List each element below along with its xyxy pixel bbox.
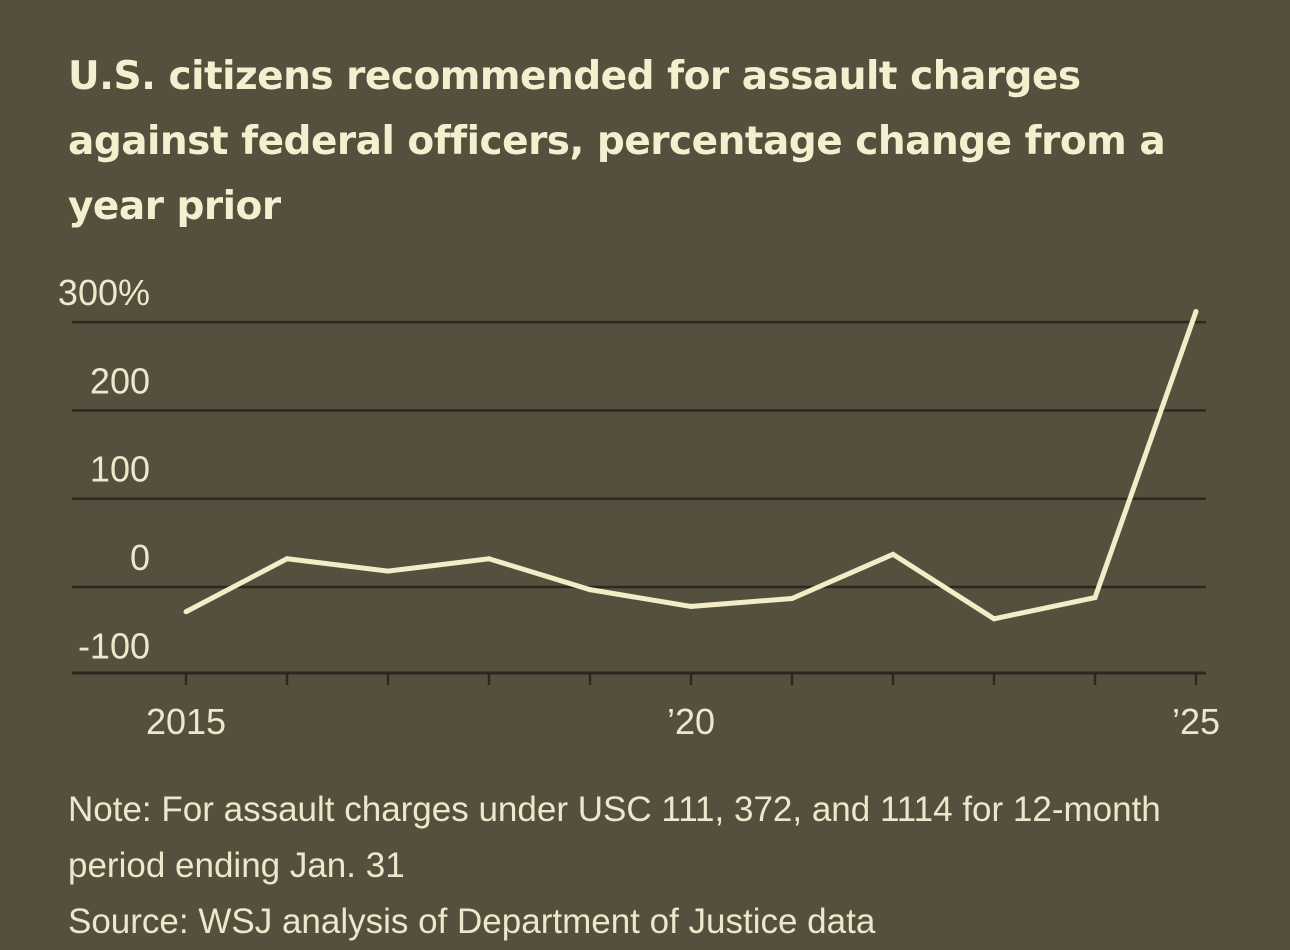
x-tick-label: ’20 <box>667 701 715 742</box>
data-point <box>991 616 997 622</box>
data-point <box>1193 309 1199 315</box>
y-tick-label: 100 <box>90 449 150 490</box>
data-point <box>385 568 391 574</box>
data-point <box>587 587 593 593</box>
x-tick-label: 2015 <box>146 701 226 742</box>
y-tick-label: 300% <box>58 272 150 313</box>
chart-footer: Note: For assault charges under USC 111,… <box>68 782 1248 950</box>
data-point <box>1092 595 1098 601</box>
y-tick-label: -100 <box>78 625 150 666</box>
data-point <box>183 609 189 615</box>
chart-source: Source: WSJ analysis of Department of Ju… <box>68 902 876 941</box>
chart-note: Note: For assault charges under USC 111,… <box>68 790 1161 885</box>
data-point <box>284 556 290 562</box>
x-axis: 2015 ’20 ’25 <box>72 671 1220 742</box>
data-point <box>789 595 795 601</box>
gridlines <box>72 320 1206 589</box>
y-tick-label: 0 <box>130 537 150 578</box>
data-point <box>688 603 694 609</box>
y-tick-label: 200 <box>90 360 150 401</box>
x-tick-label: ’25 <box>1172 701 1220 742</box>
data-series <box>183 309 1199 622</box>
y-axis-tick-labels: 300% 200 100 0 -100 <box>58 272 150 666</box>
data-point <box>890 551 896 557</box>
series-line <box>184 310 1199 622</box>
data-point <box>486 556 492 562</box>
chart-title: U.S. citizens recommended for assault ch… <box>68 54 1166 229</box>
